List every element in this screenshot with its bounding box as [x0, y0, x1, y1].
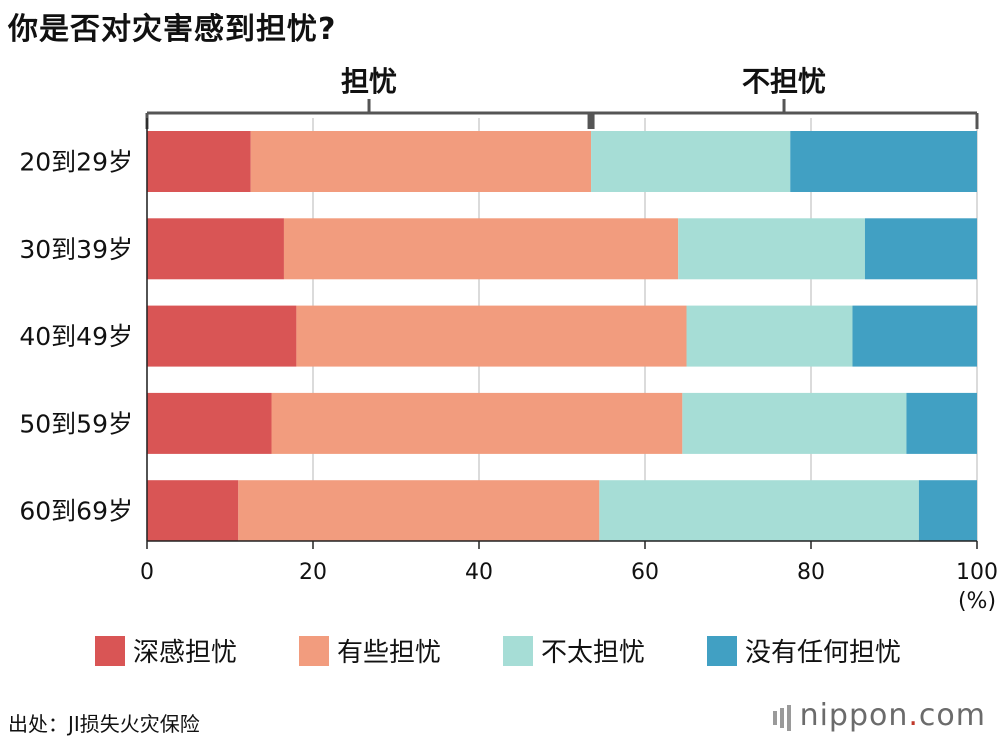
bar-segment	[250, 131, 592, 192]
bar-segment	[599, 480, 919, 542]
bar-segment	[678, 218, 865, 280]
legend-swatch	[95, 635, 125, 666]
bracket-right-label: 不担忧	[742, 65, 826, 98]
bar-segment	[147, 218, 284, 280]
category-label: 20到29岁	[19, 148, 133, 177]
bar-segment	[918, 480, 977, 542]
bar-segment	[147, 131, 251, 192]
bar-segment	[283, 218, 679, 280]
legend-swatch	[503, 635, 534, 666]
bar-segment	[296, 305, 687, 367]
brand-tld: com	[918, 698, 986, 733]
bar-segment	[238, 480, 600, 542]
legend-label: 没有任何担忧	[745, 638, 902, 668]
legend-label: 深感担忧	[133, 638, 238, 668]
bar-segment	[864, 218, 977, 280]
brand-dot: .	[908, 698, 919, 733]
category-label: 50到59岁	[19, 409, 133, 438]
category-labels: 20到29岁 30到39岁 40到49岁 50到59岁 60到69岁	[19, 148, 133, 526]
legend-swatch	[707, 635, 738, 666]
bar-segment	[682, 392, 907, 454]
brand-mark-icon	[772, 699, 794, 734]
legend-item: 不太担忧	[503, 632, 645, 669]
category-label: 60到69岁	[19, 497, 133, 526]
bracket-left-label: 担忧	[341, 65, 397, 98]
bar-segment	[147, 305, 297, 367]
bar-segment	[147, 392, 272, 454]
brand-logo: nippon.com	[772, 698, 986, 734]
bar-segment	[147, 480, 239, 542]
brand-name: nippon	[799, 698, 909, 733]
legend-label: 不太担忧	[541, 638, 646, 668]
bars	[147, 131, 977, 542]
bar-segment	[591, 131, 791, 192]
x-unit-label: (%)	[958, 589, 996, 614]
legend-item: 有些担忧	[299, 632, 441, 669]
legend: 深感担忧 有些担忧 不太担忧 没有任何担忧	[95, 632, 963, 669]
source-note: 出处：JI损失火灾保险	[8, 712, 200, 736]
bar-segment	[852, 305, 977, 367]
bar-segment	[686, 305, 853, 367]
x-tick-label: 60	[631, 560, 659, 585]
legend-item: 深感担忧	[95, 632, 237, 669]
bar-segment	[906, 392, 977, 454]
concern-bracket: 担忧 不担忧	[145, 65, 979, 129]
x-tick-label: 40	[465, 560, 493, 585]
category-label: 30到39岁	[19, 235, 133, 264]
bar-segment	[790, 131, 977, 192]
stacked-bar-chart: 担忧 不担忧 20到29岁 30到39岁 40到49岁 50到59岁 60到69岁 0 20…	[19, 65, 998, 614]
x-tick-label: 20	[299, 560, 327, 585]
legend-label: 有些担忧	[337, 638, 442, 668]
chart-title: 你是否对灾害感到担忧?	[8, 12, 337, 47]
x-tick-label: 0	[140, 560, 154, 585]
x-tick-label: 100	[956, 560, 998, 585]
bracket-split	[587, 113, 595, 129]
x-axis: 0 20 40 60 80 100 (%)	[140, 118, 998, 614]
bar-segment	[271, 392, 683, 454]
x-tick-label: 80	[797, 560, 825, 585]
legend-item: 没有任何担忧	[707, 632, 901, 669]
legend-swatch	[299, 635, 330, 666]
category-label: 40到49岁	[19, 322, 133, 351]
